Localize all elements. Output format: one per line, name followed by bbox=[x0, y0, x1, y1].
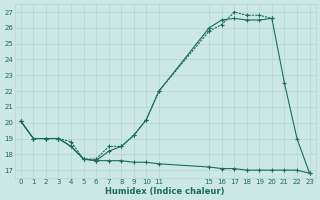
X-axis label: Humidex (Indice chaleur): Humidex (Indice chaleur) bbox=[106, 187, 225, 196]
